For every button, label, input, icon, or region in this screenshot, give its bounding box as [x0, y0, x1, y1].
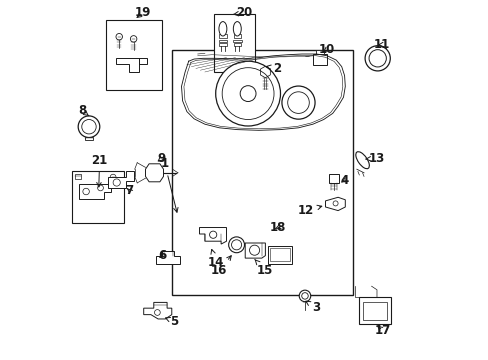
- Text: 13: 13: [365, 152, 384, 165]
- Circle shape: [81, 120, 96, 134]
- Text: 15: 15: [254, 260, 273, 277]
- Circle shape: [240, 86, 256, 102]
- Bar: [219, 34, 226, 38]
- Text: 7: 7: [125, 184, 134, 197]
- Text: 12: 12: [297, 204, 321, 217]
- Circle shape: [98, 185, 103, 191]
- Bar: [219, 43, 226, 46]
- Text: 6: 6: [158, 249, 166, 262]
- Bar: [366, 54, 387, 63]
- Bar: [312, 54, 326, 65]
- Text: 18: 18: [269, 221, 285, 234]
- Polygon shape: [79, 184, 111, 199]
- Circle shape: [368, 50, 386, 67]
- Text: 14: 14: [207, 249, 224, 269]
- Polygon shape: [84, 137, 93, 140]
- Circle shape: [231, 240, 241, 250]
- Bar: [233, 34, 241, 38]
- Bar: [328, 174, 338, 183]
- Circle shape: [282, 86, 314, 119]
- Bar: [232, 40, 241, 42]
- Text: 2: 2: [266, 62, 281, 75]
- Circle shape: [365, 46, 389, 71]
- Polygon shape: [325, 197, 345, 211]
- Bar: [270, 248, 289, 261]
- Bar: [267, 246, 292, 264]
- Bar: [218, 40, 227, 42]
- Text: 16: 16: [210, 256, 231, 277]
- Polygon shape: [145, 164, 163, 182]
- Bar: [72, 171, 123, 223]
- Text: 4: 4: [340, 174, 348, 187]
- Circle shape: [228, 237, 244, 253]
- Text: 5: 5: [165, 315, 178, 328]
- Circle shape: [299, 290, 310, 302]
- Bar: [369, 48, 385, 54]
- Circle shape: [301, 293, 307, 299]
- Circle shape: [287, 92, 309, 113]
- Text: 11: 11: [373, 38, 389, 51]
- Polygon shape: [244, 243, 265, 258]
- Polygon shape: [199, 228, 226, 244]
- Circle shape: [113, 179, 120, 186]
- Bar: [106, 20, 162, 90]
- Text: 1: 1: [161, 157, 178, 212]
- Circle shape: [209, 231, 216, 238]
- Bar: [358, 297, 390, 324]
- Text: 20: 20: [233, 6, 252, 19]
- Bar: [233, 43, 241, 46]
- Circle shape: [130, 36, 137, 42]
- Polygon shape: [116, 58, 146, 72]
- Circle shape: [215, 61, 280, 126]
- Polygon shape: [143, 302, 171, 319]
- Circle shape: [78, 116, 100, 138]
- Text: 9: 9: [157, 152, 165, 165]
- Bar: [315, 50, 323, 54]
- Text: 8: 8: [78, 104, 89, 117]
- Circle shape: [332, 201, 337, 206]
- Text: 10: 10: [318, 43, 334, 56]
- Text: 21: 21: [91, 154, 107, 187]
- Text: 19: 19: [134, 6, 151, 19]
- Circle shape: [82, 188, 89, 195]
- Bar: [362, 302, 386, 320]
- Bar: [213, 14, 255, 72]
- Bar: [172, 50, 352, 295]
- Ellipse shape: [233, 22, 241, 36]
- Polygon shape: [107, 171, 133, 188]
- Circle shape: [116, 33, 122, 40]
- Ellipse shape: [355, 152, 368, 169]
- Circle shape: [110, 174, 116, 180]
- Text: 17: 17: [374, 324, 390, 337]
- Circle shape: [154, 310, 160, 315]
- Text: 3: 3: [305, 301, 320, 314]
- Bar: [75, 174, 81, 179]
- Polygon shape: [155, 251, 180, 264]
- Circle shape: [222, 68, 273, 120]
- Ellipse shape: [219, 22, 226, 36]
- Circle shape: [249, 245, 259, 255]
